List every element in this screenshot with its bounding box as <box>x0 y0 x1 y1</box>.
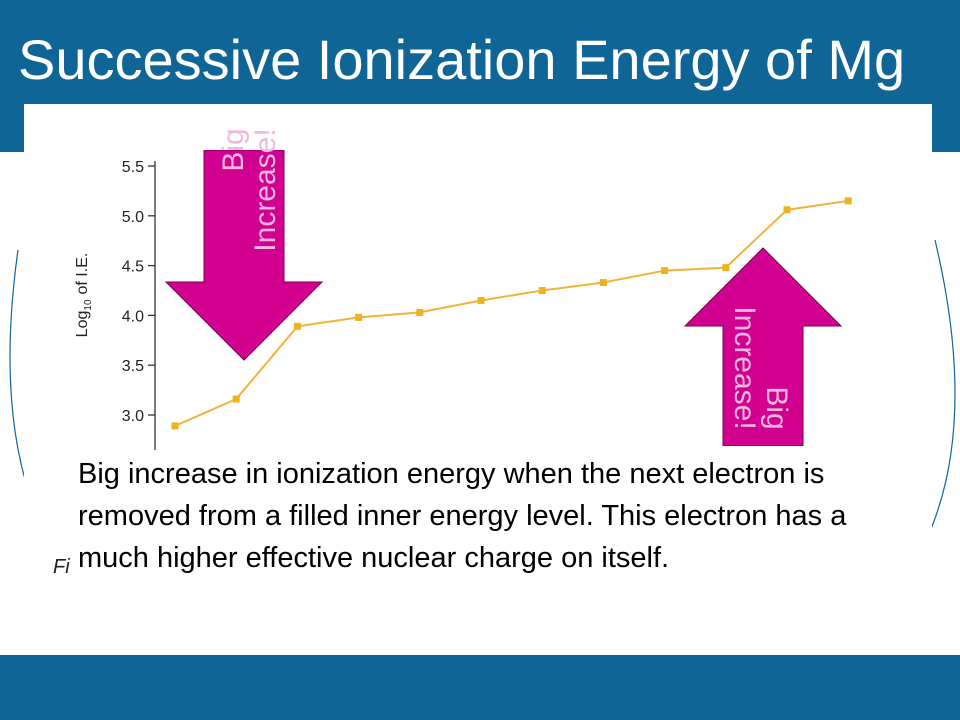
y-tick-label: 3.0 <box>122 408 144 425</box>
arrow-down-shape <box>164 150 324 361</box>
y-tick-label: 5.5 <box>122 159 144 176</box>
ionization-chart: 5.5 5.0 4.5 4.0 3.5 3.0 Log10 of I.E. <box>74 159 852 450</box>
right-arrow-label-line1: Big <box>760 386 793 430</box>
arrow-up-shape <box>683 247 843 446</box>
y-axis-label-subscript: 10 <box>83 299 94 311</box>
series-line <box>174 199 849 427</box>
data-point <box>232 395 240 403</box>
y-axis <box>148 161 156 450</box>
data-point <box>722 264 730 272</box>
text-box <box>68 452 928 652</box>
y-tick-labels: 5.5 5.0 4.5 4.0 3.5 3.0 <box>122 159 144 425</box>
data-point <box>783 206 791 214</box>
y-tick-label: 4.0 <box>122 308 144 325</box>
data-point <box>293 322 301 330</box>
data-point <box>844 197 852 205</box>
slide-title: Successive Ionization Energy of Mg <box>18 28 906 91</box>
y-axis-label: Log10 of I.E. <box>74 253 94 338</box>
data-point <box>171 422 179 430</box>
left-arrow-label-line1: Big <box>217 128 250 172</box>
right-arrow-label-line2: Increase! <box>728 306 761 430</box>
bottom-banner <box>0 655 960 720</box>
data-points <box>171 197 852 430</box>
arrow-up-icon <box>683 247 843 446</box>
left-arrow-label: Big Increase! <box>217 128 282 252</box>
right-arrow-label: Big Increase! <box>728 306 793 430</box>
left-arrow-label-line2: Increase! <box>249 128 282 252</box>
figure-caption-fragment: Fi <box>53 556 70 578</box>
data-point <box>599 279 607 287</box>
y-tick-label: 4.5 <box>122 259 144 276</box>
data-point <box>477 296 485 304</box>
data-point <box>661 267 669 275</box>
data-point <box>538 287 546 294</box>
y-tick-label: 3.5 <box>122 358 144 375</box>
arrow-down-icon <box>164 150 324 361</box>
data-point <box>416 308 424 316</box>
data-point <box>355 313 363 321</box>
explanation-text: Big increase in ionization energy when t… <box>78 458 847 574</box>
y-axis-label-rest: of I.E. <box>74 253 91 295</box>
y-tick-label: 5.0 <box>122 209 144 226</box>
y-axis-label-main: Log <box>74 311 91 338</box>
